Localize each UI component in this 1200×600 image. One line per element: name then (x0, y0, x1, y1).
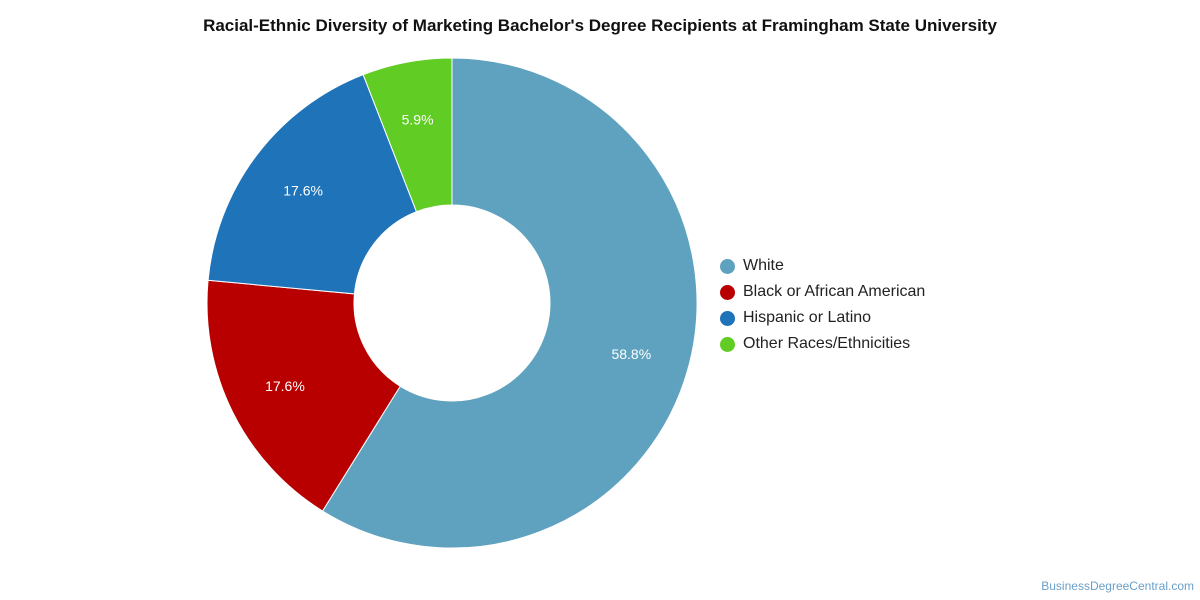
chart-title: Racial-Ethnic Diversity of Marketing Bac… (203, 16, 997, 35)
slice-value-label: 58.8% (611, 346, 651, 362)
legend-item[interactable]: Hispanic or Latino (720, 305, 925, 331)
legend-label: Hispanic or Latino (743, 309, 872, 326)
watermark[interactable]: BusinessDegreeCentral.com (1041, 579, 1194, 593)
legend-item[interactable]: White (720, 253, 925, 279)
slice-other-races-ethnicities[interactable] (362, 57, 453, 213)
slice-black-or-african-american[interactable] (206, 279, 401, 512)
slice-white[interactable] (321, 57, 698, 549)
legend-item[interactable]: Other Races/Ethnicities (720, 331, 925, 357)
slice-hispanic-or-latino[interactable] (207, 74, 418, 295)
legend-label: Black or African American (743, 283, 926, 300)
slice-value-label: 17.6% (283, 183, 323, 199)
legend-swatch (720, 310, 735, 326)
legend-label: White (743, 257, 784, 274)
legend-swatch (720, 284, 735, 300)
slice-value-label: 17.6% (265, 378, 305, 394)
legend-item[interactable]: Black or African American (720, 279, 925, 305)
chart-legend: White Black or African American Hispanic o… (720, 253, 925, 357)
legend-swatch (720, 258, 735, 274)
legend-swatch (720, 336, 735, 352)
slice-value-label: 5.9% (402, 112, 434, 128)
legend-label: Other Races/Ethnicities (743, 335, 911, 352)
